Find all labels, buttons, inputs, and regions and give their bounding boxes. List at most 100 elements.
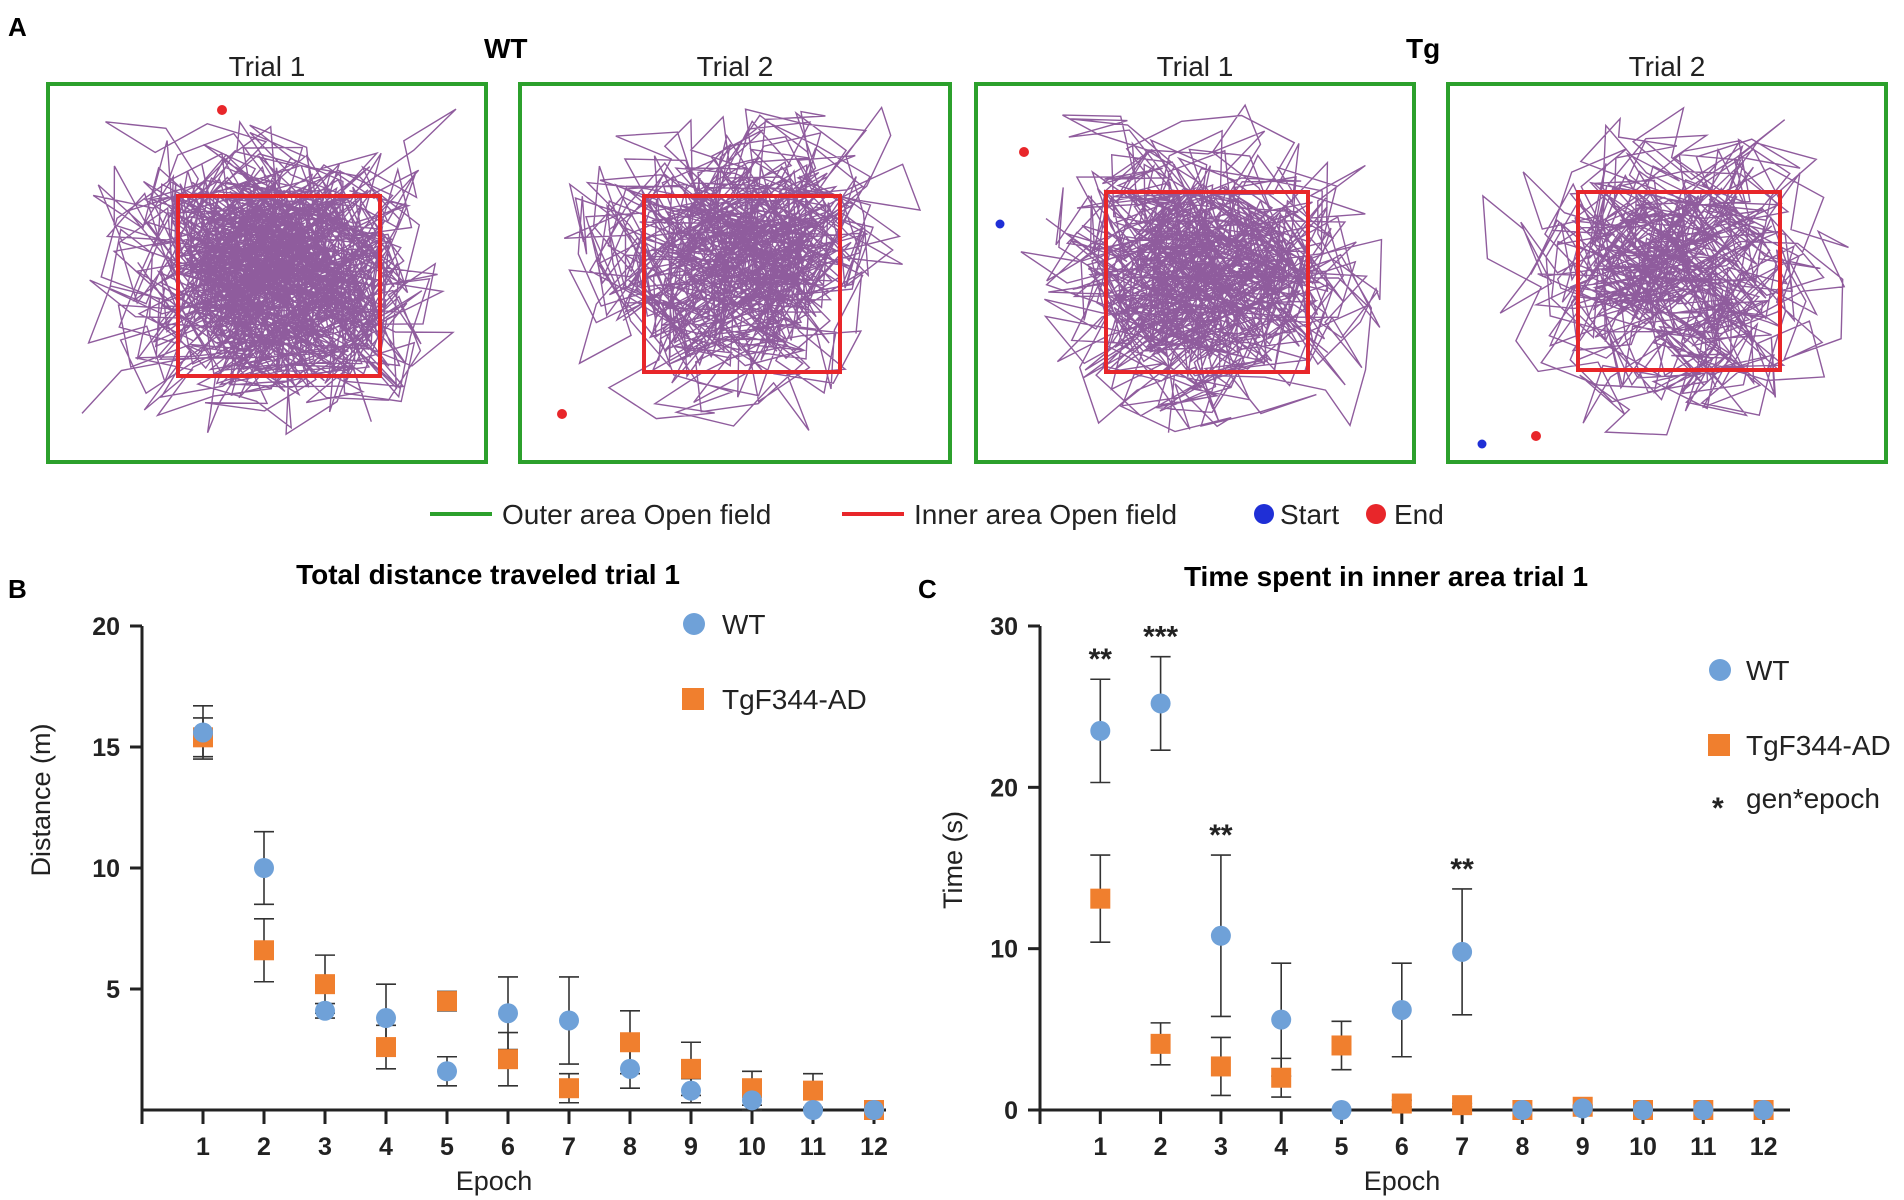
- trajectory-path: [1482, 106, 1849, 436]
- tg-point: [1150, 1033, 1171, 1054]
- x-tick-label: 12: [860, 1133, 888, 1161]
- wt-point: [1150, 693, 1171, 714]
- y-tick-label: 30: [990, 613, 1018, 641]
- x-tick-label: 8: [623, 1133, 637, 1161]
- arena-trial-title: Trial 1: [229, 51, 306, 82]
- x-tick-label: 9: [1576, 1133, 1590, 1161]
- wt-point: [254, 858, 274, 878]
- x-tick-label: 5: [1335, 1133, 1349, 1161]
- trajectory-path: [1020, 103, 1383, 433]
- legend-end-label: End: [1394, 499, 1444, 530]
- legend-end-dot: [1366, 504, 1386, 524]
- x-tick-label: 3: [318, 1133, 332, 1161]
- wt-point: [742, 1090, 762, 1111]
- outer-area-box: [974, 82, 1416, 464]
- wt-point: [1512, 1100, 1533, 1120]
- tg-point: [1271, 1067, 1292, 1088]
- wt-point: [376, 1008, 396, 1029]
- chart-b-legend-wt-marker: [683, 613, 705, 635]
- arena-trial-title: Trial 2: [1629, 51, 1706, 82]
- chart-c-ylabel: Time (s): [938, 811, 968, 909]
- x-tick-label: 12: [1750, 1133, 1778, 1161]
- wt-point: [1572, 1098, 1593, 1119]
- tg-point: [620, 1032, 640, 1053]
- wt-point: [864, 1100, 884, 1120]
- x-tick-label: 3: [1214, 1133, 1228, 1161]
- x-tick-label: 6: [1395, 1133, 1409, 1161]
- outer-area-box: [518, 82, 952, 464]
- x-tick-label: 6: [501, 1133, 515, 1161]
- tg-point: [498, 1049, 518, 1070]
- y-tick-label: 5: [106, 976, 120, 1004]
- x-tick-label: 7: [1455, 1133, 1469, 1161]
- significance-label: **: [1089, 643, 1113, 676]
- chart-c-legend-tg-marker: [1708, 734, 1730, 756]
- chart-c-legend-wt-marker: [1709, 659, 1731, 681]
- chart-c-legend-tg-label: TgF344-AD: [1746, 730, 1891, 761]
- tg-point: [681, 1058, 701, 1079]
- inner-area-box: [642, 194, 842, 374]
- y-tick-label: 15: [92, 734, 120, 762]
- tg-point: [1391, 1093, 1412, 1114]
- legend-start-label: Start: [1280, 499, 1339, 530]
- wt-point: [803, 1100, 823, 1120]
- wt-point: [620, 1058, 640, 1079]
- wt-point: [1210, 925, 1231, 946]
- wt-point: [315, 1000, 335, 1021]
- tg-point: [376, 1037, 396, 1058]
- x-tick-label: 9: [684, 1133, 698, 1161]
- tg-point: [559, 1078, 579, 1099]
- chart-b-title: Total distance traveled trial 1: [296, 559, 680, 590]
- wt-point: [1452, 941, 1473, 962]
- tg-point: [315, 974, 335, 995]
- x-tick-label: 4: [379, 1133, 393, 1161]
- tg-point: [254, 940, 274, 961]
- chart-c-legend-wt-label: WT: [1746, 655, 1790, 686]
- trajectory-path: [563, 105, 922, 431]
- end-marker: [217, 105, 227, 115]
- group-label-tg: Tg: [1406, 33, 1440, 64]
- y-tick-label: 10: [92, 855, 120, 883]
- panel-b-letter: B: [8, 574, 27, 604]
- outer-area-box: [46, 82, 488, 464]
- x-tick-label: 10: [1629, 1133, 1657, 1161]
- wt-point: [498, 1003, 518, 1024]
- wt-point: [1331, 1100, 1352, 1120]
- x-tick-label: 11: [1690, 1133, 1717, 1161]
- x-tick-label: 8: [1515, 1133, 1529, 1161]
- panel-a-letter: A: [8, 12, 27, 42]
- wt-point: [1391, 999, 1412, 1020]
- wt-point: [1633, 1100, 1653, 1120]
- x-tick-label: 5: [440, 1133, 454, 1161]
- tg-point: [1210, 1056, 1231, 1077]
- significance-label: ***: [1143, 621, 1178, 654]
- wt-point: [437, 1061, 457, 1082]
- start-marker: [995, 219, 1005, 229]
- end-marker: [1531, 431, 1541, 441]
- y-tick-label: 20: [92, 613, 120, 641]
- significance-label: **: [1450, 853, 1474, 886]
- tg-point: [803, 1080, 823, 1101]
- inner-area-box: [1576, 190, 1782, 372]
- wt-point: [1271, 1009, 1292, 1030]
- arena-trial-title: Trial 2: [697, 51, 774, 82]
- wt-point: [193, 722, 213, 743]
- tg-point: [1090, 888, 1111, 909]
- legend-inner-label: Inner area Open field: [914, 499, 1177, 530]
- wt-point: [559, 1010, 579, 1031]
- x-tick-label: 4: [1274, 1133, 1288, 1161]
- panel-c-letter: C: [918, 574, 937, 604]
- wt-point: [1090, 720, 1111, 741]
- x-tick-label: 7: [562, 1133, 576, 1161]
- chart-b-legend-wt-label: WT: [722, 609, 766, 640]
- wt-point: [681, 1080, 701, 1101]
- chart-c-title: Time spent in inner area trial 1: [1184, 561, 1588, 592]
- chart-c-note-label: gen*epoch: [1746, 783, 1880, 814]
- chart-c-xlabel: Epoch: [1364, 1166, 1441, 1196]
- chart-b-ylabel: Distance (m): [26, 723, 56, 876]
- inner-area-box: [1104, 190, 1310, 374]
- significance-label: **: [1209, 819, 1233, 852]
